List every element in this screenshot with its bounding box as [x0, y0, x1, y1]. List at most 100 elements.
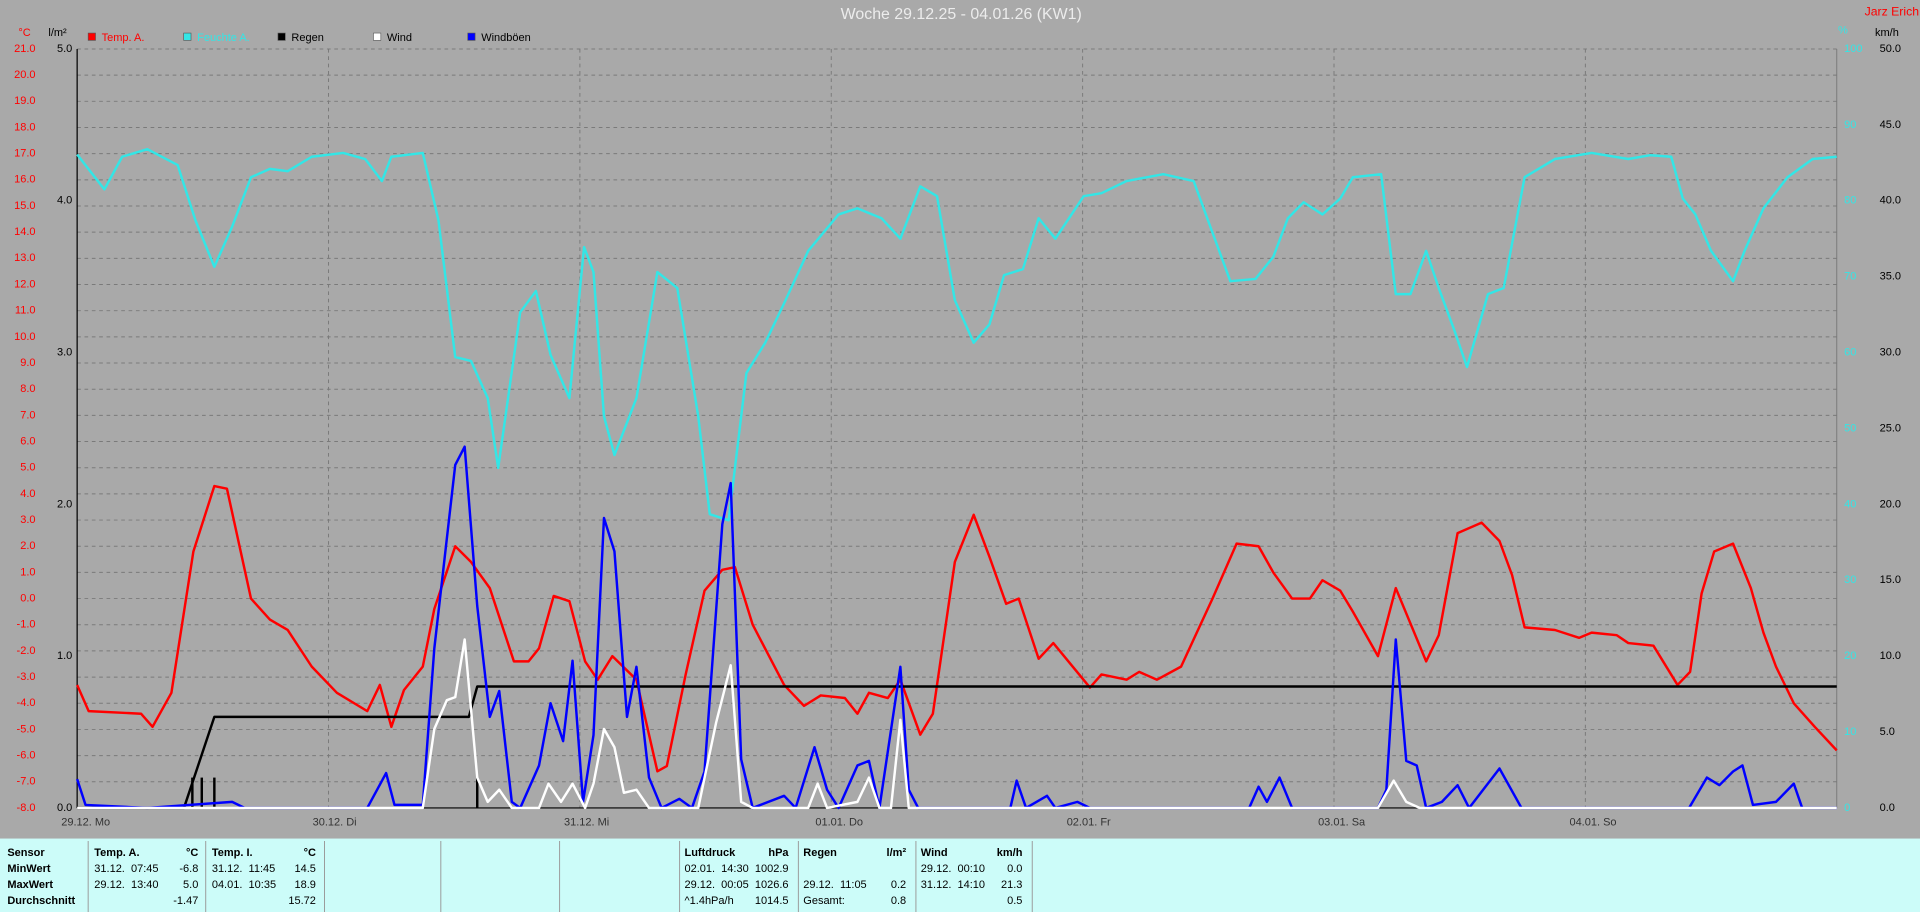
y4ticks-tick-label: 70 [1844, 271, 1856, 283]
y2ticks-tick-label: 5.0 [1880, 726, 1895, 738]
y-tick-label: 11.0 [15, 305, 36, 317]
y-unit: °C [18, 27, 30, 39]
cell-value: 0.5 [1007, 895, 1022, 907]
legend-label: Windböen [481, 32, 531, 44]
y-tick-label: 10.0 [14, 331, 35, 343]
row-label: Sensor [7, 847, 45, 859]
y-tick-label: 21.0 [14, 43, 35, 55]
x-tick-label: 04.01. So [1569, 817, 1616, 829]
y-tick-label: 1.0 [20, 566, 35, 578]
cell-value: 1014.5 [755, 895, 789, 907]
legend-label: Temp. A. [102, 32, 145, 44]
series-line [76, 484, 1838, 773]
y4ticks-tick-label: 50 [1844, 422, 1856, 434]
x-tick-label: 02.01. Fr [1067, 817, 1111, 829]
rain-bar [191, 777, 194, 808]
y-tick-label: 16.0 [14, 174, 35, 186]
cell-value: 1002.9 [755, 863, 789, 875]
y4ticks-tick-label: 80 [1844, 195, 1856, 207]
cell-time: 29.12. 00:10 [921, 863, 985, 875]
row-label: MinWert [7, 863, 51, 875]
y2ticks-tick-label: 25.0 [1880, 422, 1901, 434]
column-name: Temp. I. [212, 847, 253, 859]
y-tick-label: -4.0 [17, 697, 36, 709]
legend-swatch [373, 32, 382, 41]
y3ticks-tick-label: 5.0 [57, 43, 72, 55]
x-tick-label: 29.12. Mo [61, 817, 110, 829]
y2ticks-tick-label: 15.0 [1880, 574, 1901, 586]
y-tick-label: 18.0 [14, 121, 35, 133]
y2-unit: km/h [1875, 27, 1899, 39]
column-name: Temp. A. [94, 847, 139, 859]
x-tick-label: 03.01. Sa [1318, 817, 1366, 829]
y2ticks-tick-label: 30.0 [1880, 346, 1901, 358]
x-tick-label: 01.01. Do [815, 817, 863, 829]
column-name: Wind [921, 847, 948, 859]
y3ticks-tick-label: 2.0 [57, 498, 72, 510]
y-tick-label: 9.0 [20, 357, 35, 369]
rain-bar [476, 777, 479, 808]
rain-bar [213, 777, 216, 808]
cell-value: 0.2 [891, 879, 906, 891]
cell-time: ^1.4hPa/h [684, 895, 733, 907]
y-tick-label: 14.0 [14, 226, 35, 238]
cell-value: 14.5 [294, 863, 315, 875]
chart-title: Woche 29.12.25 - 04.01.26 (KW1) [841, 6, 1082, 23]
legend-label: Feuchte A. [197, 32, 250, 44]
stats-table-bg [0, 838, 1920, 912]
legend-label: Regen [291, 32, 323, 44]
y-tick-label: 0.0 [20, 592, 35, 604]
y2ticks-tick-label: 50.0 [1880, 43, 1901, 55]
cell-time: 04.01. 10:35 [212, 879, 276, 891]
series-line [75, 445, 1837, 810]
column-unit: °C [304, 847, 316, 859]
cell-time: 29.12. 00:05 [684, 879, 748, 891]
column-name: Luftdruck [684, 847, 736, 859]
y2ticks-tick-label: 20.0 [1880, 498, 1901, 510]
y3ticks-tick-label: 0.0 [57, 802, 72, 814]
y-tick-label: 2.0 [20, 540, 35, 552]
legend-swatch [467, 32, 476, 41]
cell-time: 29.12. 11:05 [803, 879, 866, 891]
cell-value: 1026.6 [755, 879, 789, 891]
y3ticks-tick-label: 3.0 [57, 346, 72, 358]
cell-value: 15.72 [288, 895, 316, 907]
y4ticks-tick-label: 30 [1844, 574, 1856, 586]
cell-value: -6.8 [179, 863, 198, 875]
y4-unit: % [1838, 25, 1848, 37]
y-tick-label: -5.0 [17, 723, 36, 735]
y-tick-label: 4.0 [20, 488, 35, 500]
row-label: MaxWert [7, 879, 53, 891]
cell-time: 31.12. 07:45 [94, 863, 158, 875]
cell-value: 21.3 [1001, 879, 1022, 891]
y4ticks-tick-label: 10 [1844, 726, 1856, 738]
y-tick-label: 5.0 [20, 462, 35, 474]
column-unit: °C [186, 847, 198, 859]
y-tick-label: 12.0 [14, 278, 35, 290]
cell-time: 02.01. 14:30 [684, 863, 748, 875]
series-line [76, 147, 1837, 522]
series-line [77, 638, 1837, 810]
cell-value: 5.0 [183, 879, 198, 891]
column-unit: hPa [768, 847, 789, 859]
y-tick-label: 19.0 [14, 95, 35, 107]
cell-value: 18.9 [294, 879, 315, 891]
y3-unit: l/m² [48, 27, 67, 39]
y3ticks-tick-label: 1.0 [57, 650, 72, 662]
cell-value: 0.8 [891, 895, 906, 907]
cell-time: 31.12. 11:45 [212, 863, 275, 875]
column-unit: l/m² [887, 847, 907, 859]
legend-swatch [87, 32, 96, 41]
y-tick-label: -3.0 [17, 671, 36, 683]
y-tick-label: 3.0 [20, 514, 35, 526]
row-label: Durchschnitt [7, 895, 75, 907]
cell-value: -1.47 [173, 895, 198, 907]
y2ticks-tick-label: 40.0 [1880, 195, 1901, 207]
y-tick-label: 8.0 [20, 383, 35, 395]
y2ticks-tick-label: 35.0 [1880, 271, 1901, 283]
rain-bar [200, 777, 204, 808]
x-tick-label: 30.12. Di [313, 817, 357, 829]
y-tick-label: 13.0 [14, 252, 35, 264]
column-name: Regen [803, 847, 837, 859]
